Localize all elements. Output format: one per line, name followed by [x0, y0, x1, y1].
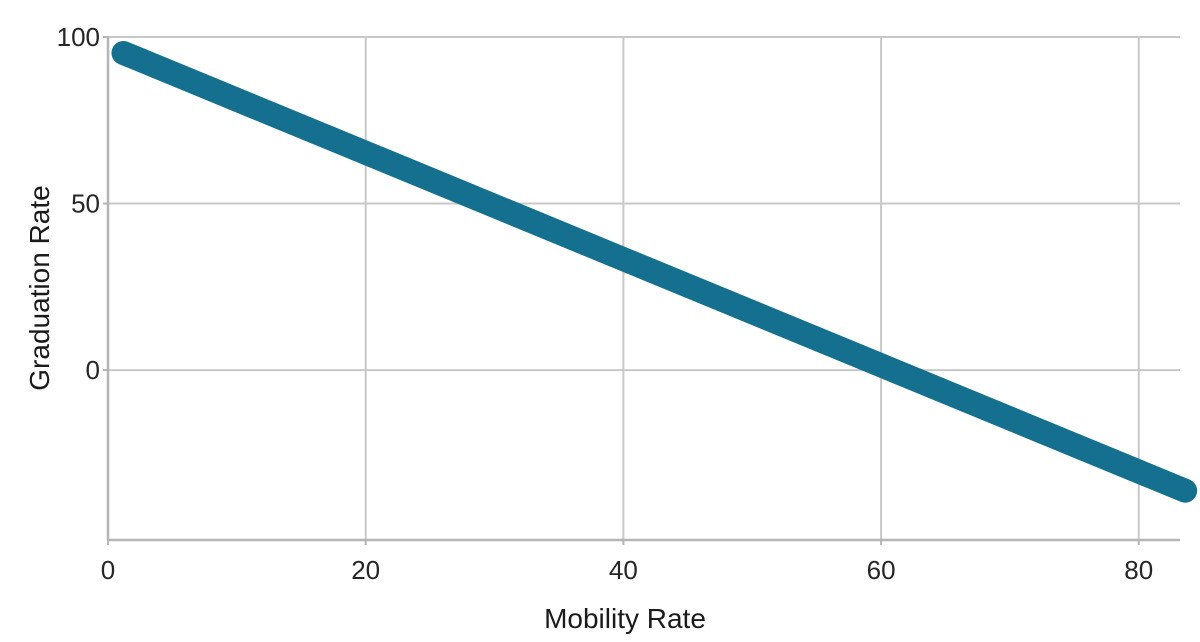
y-axis-title: Graduation Rate	[24, 185, 55, 390]
y-tick-label: 100	[57, 22, 100, 52]
x-tick-label: 0	[101, 555, 115, 585]
x-tick-label: 80	[1124, 555, 1153, 585]
y-tick-label: 0	[86, 355, 100, 385]
x-tick-label: 20	[351, 555, 380, 585]
x-axis-title: Mobility Rate	[544, 603, 706, 634]
x-tick-label: 60	[867, 555, 896, 585]
trend-line	[111, 40, 1198, 503]
y-tick-label: 50	[71, 189, 100, 219]
x-tick-label: 40	[609, 555, 638, 585]
